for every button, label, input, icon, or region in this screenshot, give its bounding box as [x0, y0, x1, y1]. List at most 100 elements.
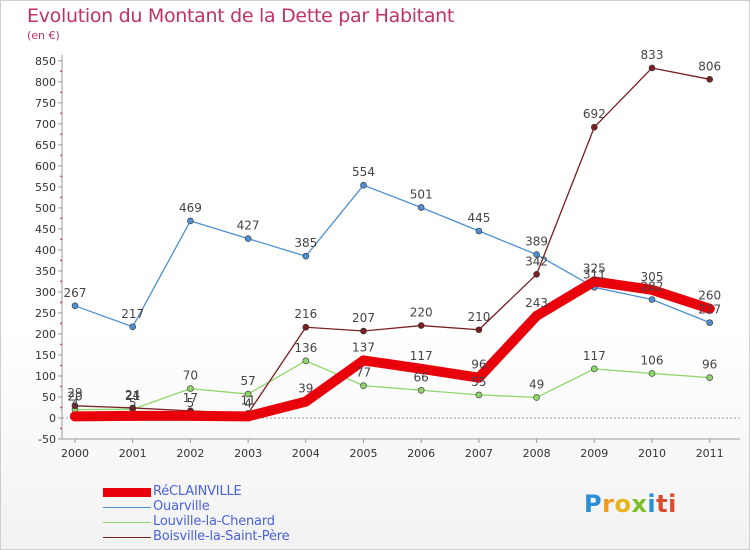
data-label: 55 — [471, 375, 486, 389]
data-label: 11 — [240, 393, 255, 407]
data-point — [533, 270, 540, 278]
data-point — [475, 326, 483, 334]
legend-swatch — [103, 507, 151, 508]
data-label: 282 — [641, 280, 664, 294]
y-minor-tick — [60, 91, 62, 94]
data-label: 96 — [471, 358, 486, 372]
y-tick-label: 400 — [35, 244, 56, 257]
data-label: 305 — [641, 270, 664, 284]
data-point — [704, 303, 715, 314]
data-point — [706, 319, 714, 326]
y-minor-tick — [60, 322, 62, 325]
y-tick-label: 150 — [35, 349, 56, 362]
y-minor-tick — [60, 427, 62, 430]
y-tick-label: 0 — [49, 412, 56, 425]
data-point — [590, 365, 598, 373]
y-tick-label: 850 — [35, 55, 56, 68]
data-label: 117 — [410, 349, 433, 363]
data-label: 137 — [352, 340, 375, 354]
x-tick-label: 2002 — [176, 447, 204, 460]
data-label: 207 — [352, 311, 375, 325]
logo-letter: i — [647, 490, 657, 518]
data-label: 692 — [583, 107, 606, 121]
x-tick-label: 2004 — [292, 447, 320, 460]
y-tick-label: 750 — [35, 97, 56, 110]
data-label: 96 — [702, 358, 717, 372]
data-point — [244, 235, 252, 242]
y-tick-label: 50 — [42, 391, 56, 404]
data-point — [187, 217, 194, 225]
data-label: 217 — [121, 307, 144, 321]
data-label: 49 — [529, 377, 544, 391]
data-point — [358, 355, 369, 366]
data-point — [706, 374, 714, 381]
data-label: 70 — [183, 369, 198, 383]
data-label: 389 — [525, 235, 548, 249]
y-tick-label: 350 — [35, 265, 56, 278]
data-label: 4 — [244, 396, 252, 410]
data-label: 136 — [294, 341, 317, 355]
data-point — [244, 390, 252, 398]
x-tick-label: 2001 — [119, 447, 147, 460]
data-point — [70, 411, 80, 422]
y-minor-tick — [60, 112, 62, 115]
data-label: 325 — [583, 261, 606, 275]
logo-letter: P — [584, 490, 603, 518]
data-point — [417, 386, 425, 394]
data-point — [533, 394, 540, 401]
x-tick-label: 2006 — [407, 447, 435, 460]
y-tick-label: 300 — [35, 286, 56, 299]
data-label: 17 — [183, 391, 198, 405]
data-point — [360, 327, 367, 335]
data-label: 21 — [125, 389, 140, 403]
data-label: 5 — [187, 396, 195, 410]
logo-letter: o — [614, 490, 632, 518]
logo-letter: x — [631, 490, 648, 518]
data-label: 220 — [410, 306, 433, 320]
y-tick-label: 200 — [35, 328, 56, 341]
x-tick-label: 2010 — [638, 447, 666, 460]
y-tick-label: 550 — [35, 181, 56, 194]
x-tick-label: 2011 — [696, 447, 724, 460]
data-label: 29 — [67, 386, 82, 400]
data-label: 77 — [356, 366, 371, 380]
data-point — [475, 391, 483, 399]
y-minor-tick — [60, 133, 62, 136]
data-point — [417, 322, 425, 329]
data-point — [589, 276, 600, 287]
logo-letter: ti — [656, 490, 677, 518]
legend-swatch — [103, 522, 151, 523]
data-label: 66 — [414, 370, 429, 384]
data-label: 216 — [294, 307, 317, 321]
x-tick-label: 2000 — [61, 447, 89, 460]
data-point — [185, 410, 196, 421]
data-label: 427 — [237, 219, 260, 233]
y-tick-label: 700 — [35, 118, 56, 131]
data-point — [531, 310, 542, 321]
data-label: 57 — [240, 374, 255, 388]
x-tick-label: 2008 — [523, 447, 551, 460]
y-minor-tick — [60, 280, 62, 283]
y-minor-tick — [60, 406, 62, 409]
data-label: 833 — [641, 48, 664, 62]
y-minor-tick — [60, 196, 62, 199]
data-label: 24 — [125, 388, 140, 402]
y-minor-tick — [60, 238, 62, 241]
data-point — [648, 64, 656, 72]
y-minor-tick — [60, 217, 62, 220]
data-point — [590, 123, 598, 131]
proxiti-logo: Proxiti — [584, 490, 677, 518]
data-point — [71, 302, 79, 310]
data-point — [416, 363, 427, 374]
data-label: 5 — [129, 396, 137, 410]
y-tick-label: 250 — [35, 307, 56, 320]
data-label: 260 — [698, 289, 721, 303]
data-point — [243, 411, 254, 422]
data-point — [302, 323, 310, 331]
data-label: 554 — [352, 165, 375, 179]
data-point — [417, 204, 425, 211]
y-minor-tick — [60, 154, 62, 157]
data-label: 385 — [294, 236, 317, 250]
